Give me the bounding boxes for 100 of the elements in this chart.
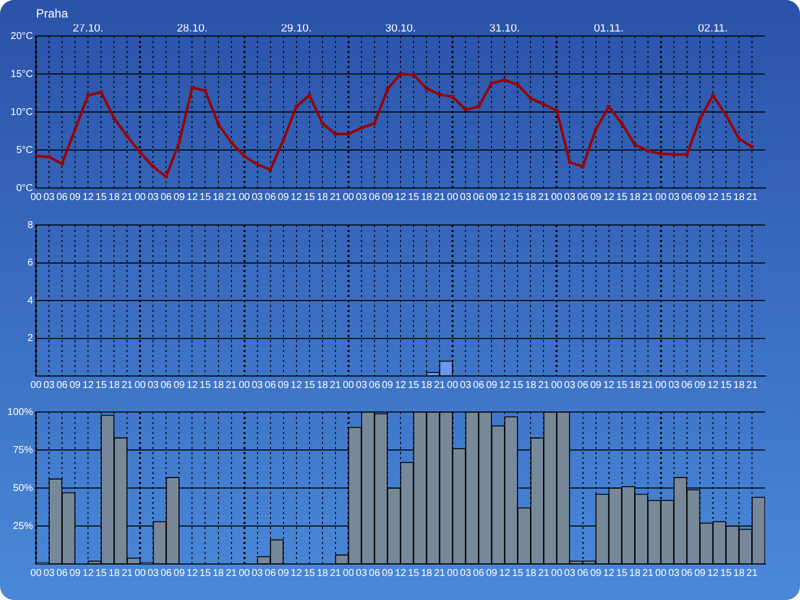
x-tick-label: 03 [460, 380, 472, 391]
x-tick-label: 15 [96, 380, 108, 391]
x-tick-label: 06 [681, 568, 693, 579]
x-tick-label: 09 [382, 380, 394, 391]
x-tick-label: 00 [30, 192, 42, 203]
x-tick-label: 09 [174, 380, 186, 391]
x-tick-label: 09 [174, 568, 186, 579]
x-tick-label: 00 [238, 380, 250, 391]
x-tick-label: 03 [564, 192, 576, 203]
x-tick-label: 03 [668, 568, 680, 579]
x-tick-label: 12 [186, 568, 198, 579]
x-tick-label: 18 [629, 568, 641, 579]
x-tick-label: 03 [43, 568, 56, 579]
x-tick-label: 12 [499, 380, 511, 391]
x-tick-label: 18 [733, 380, 745, 391]
y-tick-label: 100% [7, 406, 34, 418]
x-tick-label: 21 [330, 192, 342, 203]
x-tick-label: 00 [238, 568, 250, 579]
x-tick-label: 15 [304, 380, 316, 391]
x-tick-label: 09 [278, 192, 290, 203]
x-tick-label: 12 [82, 192, 94, 203]
x-tick-label: 06 [56, 380, 68, 391]
x-tick-label: 12 [290, 192, 302, 203]
x-tick-label: 18 [733, 192, 745, 203]
x-tick-label: 18 [525, 192, 537, 203]
x-tick-label: 03 [668, 192, 680, 203]
x-tick-label: 15 [200, 568, 212, 579]
x-tick-label: 18 [629, 380, 641, 391]
x-tick-label: 00 [342, 568, 354, 579]
x-tick-label: 00 [134, 568, 146, 579]
x-tick-label: 09 [590, 380, 602, 391]
y-tick-label: 20°C [10, 30, 33, 42]
x-tick-label: 12 [603, 568, 615, 579]
x-tick-label: 18 [212, 192, 224, 203]
x-tick-label: 21 [538, 568, 550, 579]
x-tick-label: 09 [69, 380, 82, 391]
x-tick-label: 09 [278, 568, 290, 579]
x-tick-label: 15 [304, 568, 316, 579]
x-tick-label: 00 [342, 192, 354, 203]
x-tick-label: 18 [629, 192, 641, 203]
x-tick-label: 03 [460, 192, 472, 203]
x-tick-label: 00 [655, 192, 667, 203]
x-tick-label: 21 [330, 380, 342, 391]
y-tick-label: 15°C [10, 68, 33, 80]
y-tick-label: 25% [12, 520, 34, 532]
x-tick-label: 15 [512, 192, 524, 203]
x-tick-label: 12 [290, 380, 302, 391]
x-tick-label: 12 [290, 568, 302, 579]
x-tick-label: 03 [252, 380, 264, 391]
x-tick-label: 09 [382, 568, 394, 579]
x-tick-label: 09 [694, 568, 706, 579]
x-tick-label: 03 [252, 568, 264, 579]
x-tick-label: 15 [408, 568, 420, 579]
x-tick-label: 06 [368, 568, 380, 579]
x-tick-label: 03 [148, 380, 160, 391]
x-tick-label: 18 [420, 192, 433, 203]
x-tick-label: 21 [746, 192, 758, 203]
x-tick-label: 18 [525, 568, 537, 579]
x-tick-label: 15 [720, 380, 732, 391]
x-tick-label: 06 [681, 192, 693, 203]
x-tick-label: 03 [668, 380, 680, 391]
x-tick-label: 00 [551, 568, 563, 579]
x-tick-label: 09 [486, 568, 498, 579]
x-tick-label: 12 [186, 380, 198, 391]
x-tick-label: 21 [330, 568, 342, 579]
x-tick-label: 06 [681, 380, 693, 391]
x-tick-label: 18 [733, 568, 745, 579]
x-tick-label: 09 [278, 380, 290, 391]
x-tick-label: 21 [746, 380, 758, 391]
x-tick-label: 03 [564, 380, 576, 391]
x-tick-label: 06 [160, 380, 172, 391]
x-tick-label: 06 [473, 192, 485, 203]
x-tick-label: 12 [603, 380, 615, 391]
x-tick-label: 12 [394, 380, 406, 391]
x-tick-label: 03 [252, 192, 264, 203]
x-tick-label: 00 [447, 192, 459, 203]
x-tick-label: 06 [577, 380, 589, 391]
x-tick-label: 03 [356, 380, 368, 391]
x-tick-label: 06 [368, 192, 380, 203]
x-tick-label: 12 [499, 192, 511, 203]
x-tick-label: 15 [720, 568, 732, 579]
x-tick-label: 00 [551, 380, 563, 391]
x-tick-label: 09 [69, 568, 82, 579]
x-tick-label: 06 [368, 380, 380, 391]
x-tick-label: 21 [642, 192, 654, 203]
x-tick-label: 06 [56, 568, 68, 579]
x-tick-label: 21 [122, 192, 134, 203]
x-tick-label: 12 [499, 568, 511, 579]
x-tick-label: 18 [316, 380, 328, 391]
x-tick-label: 12 [707, 192, 719, 203]
x-tick-label: 15 [616, 192, 628, 203]
x-tick-label: 21 [434, 380, 446, 391]
y-tick-label: 8 [27, 220, 34, 231]
x-tick-label: 15 [616, 568, 628, 579]
y-tick-label: 0°C [16, 182, 33, 194]
x-tick-label: 03 [356, 568, 368, 579]
y-tick-label: 50% [12, 482, 34, 494]
x-tick-label: 06 [473, 568, 485, 579]
x-tick-label: 09 [69, 192, 82, 203]
x-tick-label: 00 [655, 380, 667, 391]
